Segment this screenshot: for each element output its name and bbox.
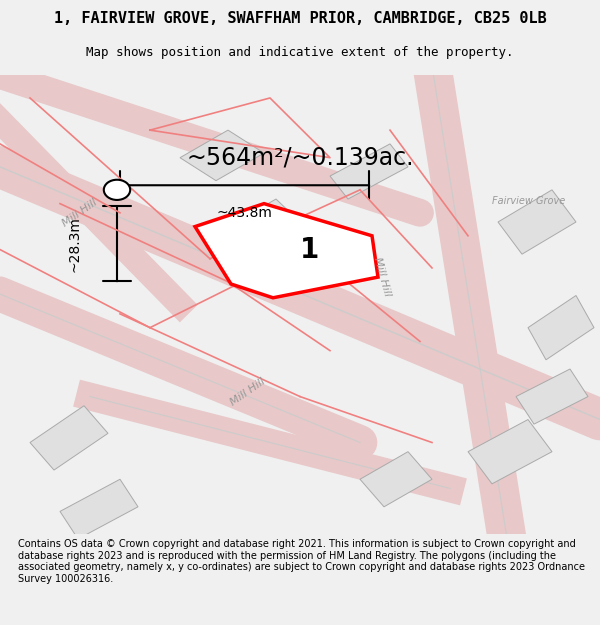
Polygon shape (195, 204, 378, 298)
Text: 1, FAIRVIEW GROVE, SWAFFHAM PRIOR, CAMBRIDGE, CB25 0LB: 1, FAIRVIEW GROVE, SWAFFHAM PRIOR, CAMBR… (53, 11, 547, 26)
Polygon shape (228, 199, 300, 249)
Text: Mill Hill: Mill Hill (372, 256, 392, 298)
Text: Contains OS data © Crown copyright and database right 2021. This information is : Contains OS data © Crown copyright and d… (18, 539, 585, 584)
Polygon shape (360, 452, 432, 507)
Text: Mill Hill: Mill Hill (60, 198, 99, 229)
Polygon shape (330, 144, 408, 199)
Polygon shape (30, 406, 108, 470)
Text: ~28.3m: ~28.3m (68, 216, 82, 272)
Polygon shape (60, 479, 138, 539)
Polygon shape (498, 190, 576, 254)
Polygon shape (516, 369, 588, 424)
Polygon shape (468, 419, 552, 484)
Text: ~43.8m: ~43.8m (217, 206, 272, 220)
Text: Mill Hill: Mill Hill (228, 376, 267, 408)
Polygon shape (180, 130, 264, 181)
Text: Map shows position and indicative extent of the property.: Map shows position and indicative extent… (86, 46, 514, 59)
Text: Fairview Grove: Fairview Grove (492, 196, 565, 206)
Text: 1: 1 (300, 236, 319, 264)
Polygon shape (528, 296, 594, 360)
Text: ~564m²/~0.139ac.: ~564m²/~0.139ac. (186, 146, 414, 169)
Circle shape (104, 180, 130, 200)
